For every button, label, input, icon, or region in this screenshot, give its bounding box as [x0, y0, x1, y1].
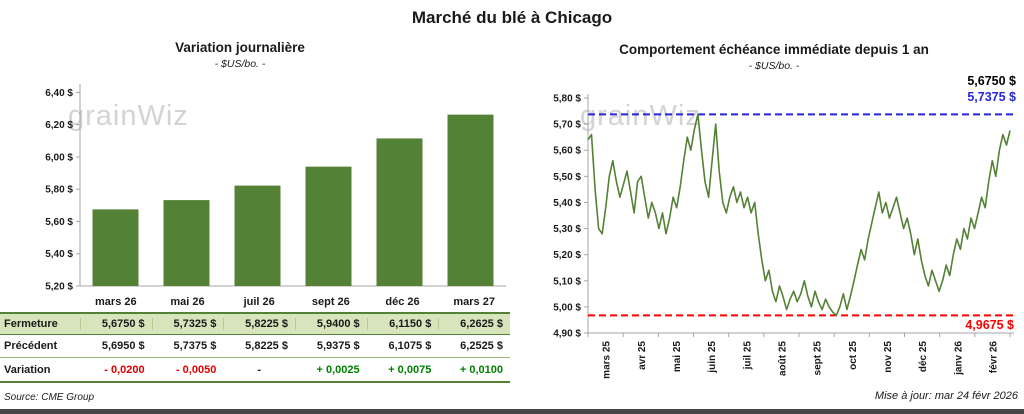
table-row-variation: Variation - 0,0200 - 0,0050 - + 0,0025 +… — [0, 358, 510, 383]
x-tick-label: oct 25 — [848, 341, 859, 370]
column-header: mars 26 — [95, 296, 137, 308]
variation-value: - — [257, 363, 261, 376]
table-header-row: mars 26 mai 26 juil 26 sept 26 déc 26 ma… — [0, 292, 510, 312]
min-line-label: 4,9675 $ — [965, 318, 1014, 332]
bar — [163, 200, 210, 286]
column-header: juil 26 — [243, 296, 275, 308]
y-tick-label: 5,60 $ — [45, 217, 73, 228]
y-tick-label: 5,70 $ — [553, 120, 581, 131]
x-tick-label: sept 25 — [813, 341, 824, 376]
x-tick-label: mai 25 — [672, 341, 683, 373]
precedent-value: 5,8225 $ — [245, 340, 288, 352]
line-chart-subtitle: - $US/bo. - — [748, 60, 800, 72]
x-tick-label: juil 25 — [742, 341, 753, 371]
page-title: Marché du blé à Chicago — [411, 8, 613, 27]
y-tick-label: 5,00 $ — [553, 302, 581, 313]
bar-chart-svg: 5,20 $ 5,40 $ 5,60 $ 5,80 $ 6,00 $ 6,20 $ 6,40… — [45, 84, 506, 293]
table-row-precedent: Précédent 5,6950 $ 5,7375 $ 5,8225 $ 5,9… — [0, 335, 510, 358]
update-note: Mise à jour: mar 24 févr 2026 — [874, 390, 1018, 402]
fermeture-value: 6,1150 $ — [366, 318, 439, 330]
column-header: sept 26 — [311, 296, 350, 308]
precedent-value: 5,6950 $ — [101, 340, 145, 352]
y-tick-label: 5,40 $ — [553, 198, 581, 209]
column-header: mars 27 — [453, 296, 495, 308]
bar — [305, 166, 352, 286]
x-tick-label: nov 25 — [883, 341, 894, 373]
y-tick-label: 5,10 $ — [553, 276, 581, 287]
table-row-fermeture: Fermeture 5,6750 $ 5,7325 $ 5,8225 $ 5,9… — [0, 312, 510, 335]
variation-value: + 0,0075 — [388, 363, 432, 376]
x-tick-label: mars 25 — [602, 341, 613, 379]
source-note: Source: CME Group — [4, 392, 95, 403]
y-tick-label: 5,20 $ — [45, 282, 73, 293]
precedent-value: 6,2525 $ — [460, 340, 503, 352]
y-tick-label: 6,00 $ — [45, 152, 73, 163]
fermeture-value: 6,2625 $ — [438, 318, 510, 330]
y-tick-label: 5,20 $ — [553, 250, 581, 261]
x-tick-label: déc 25 — [918, 341, 929, 373]
x-tick-label: févr 26 — [988, 341, 999, 374]
y-tick-label: 5,80 $ — [553, 94, 581, 105]
line-chart-title: Comportement échéance immédiate depuis 1… — [619, 42, 929, 57]
price-line — [587, 113, 1011, 317]
y-tick-label: 6,20 $ — [45, 120, 73, 131]
fermeture-value: 5,9400 $ — [294, 318, 367, 330]
column-header: déc 26 — [385, 296, 420, 308]
row-label: Variation — [4, 363, 51, 376]
x-tick-label: janv 26 — [953, 341, 964, 376]
row-label: Fermeture — [4, 318, 58, 330]
variation-value: - 0,0200 — [104, 363, 145, 376]
x-tick-label: août 25 — [777, 341, 788, 376]
fermeture-value: 5,8225 $ — [223, 318, 295, 330]
y-tick-label: 5,60 $ — [553, 146, 581, 157]
variation-value: + 0,0100 — [459, 363, 503, 376]
bar — [92, 209, 139, 286]
y-tick-label: 5,40 $ — [45, 249, 73, 260]
y-tick-label: 6,40 $ — [45, 88, 73, 99]
variation-value: - 0,0050 — [175, 363, 217, 376]
y-tick-label: 4,90 $ — [553, 329, 581, 340]
row-label: Précédent — [4, 340, 58, 352]
bottom-divider-bar — [0, 409, 1024, 414]
y-tick-label: 5,50 $ — [553, 172, 581, 183]
variation-value: + 0,0025 — [316, 363, 360, 376]
bar — [376, 138, 423, 286]
x-tick-label: avr 25 — [637, 341, 648, 370]
x-tick-label: juin 25 — [707, 341, 718, 374]
last-value-label: 5,6750 $ — [967, 74, 1016, 88]
bar-chart-subtitle: - $US/bo. - — [214, 58, 266, 70]
precedent-value: 5,7375 $ — [173, 340, 217, 352]
y-tick-label: 5,30 $ — [553, 224, 581, 235]
column-header: mai 26 — [170, 296, 205, 308]
bar — [234, 185, 281, 286]
fermeture-value: 5,6750 $ — [80, 318, 152, 330]
fermeture-value: 5,7325 $ — [151, 318, 224, 330]
bar — [447, 114, 494, 286]
line-chart-svg: 4,90 $ 5,00 $ 5,10 $ 5,20 $ 5,30 $ 5,40 $ 5,50… — [553, 94, 1014, 379]
y-tick-label: 5,80 $ — [45, 185, 73, 196]
precedent-value: 6,1075 $ — [388, 340, 432, 352]
max-line-label: 5,7375 $ — [967, 90, 1016, 104]
precedent-value: 5,9375 $ — [316, 340, 360, 352]
bar-chart-title: Variation journalière — [175, 40, 305, 55]
